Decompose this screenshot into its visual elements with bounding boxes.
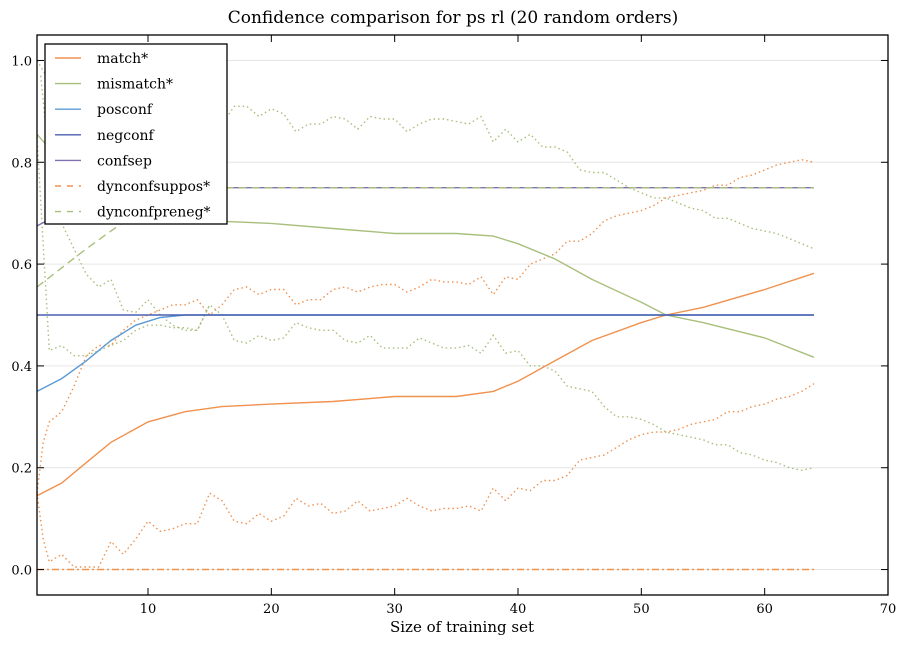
bands xyxy=(36,60,815,568)
x-axis-label: Size of training set xyxy=(390,618,534,636)
series-line-match xyxy=(36,272,815,497)
chart-title: Confidence comparison for ps rl (20 rand… xyxy=(228,8,679,28)
legend-label: mismatch* xyxy=(97,77,173,93)
x-tick-label: 20 xyxy=(263,602,280,617)
x-tick-label: 10 xyxy=(140,602,157,617)
legend-label: dynconfpreneg* xyxy=(97,205,211,221)
series-line-posconf xyxy=(36,314,814,393)
legend-label: confsep xyxy=(97,153,152,169)
band-line xyxy=(40,75,211,331)
x-tick-label: 50 xyxy=(633,602,650,617)
x-tick-label: 70 xyxy=(880,602,897,617)
y-tick-label: 0.8 xyxy=(11,156,32,171)
band-line xyxy=(36,158,815,494)
y-tick-label: 1.0 xyxy=(11,54,32,69)
y-tick-label: 0.2 xyxy=(11,462,32,477)
band-line xyxy=(36,136,815,472)
legend-box xyxy=(44,43,228,225)
x-tick-label: 60 xyxy=(756,602,773,617)
legend: match* mismatch* posconf negconf confsep dync… xyxy=(44,43,228,225)
y-tick-label: 0.0 xyxy=(11,564,32,579)
legend-label: posconf xyxy=(97,102,154,118)
legend-label: dynconfsuppos* xyxy=(97,179,210,195)
x-tick-label: 40 xyxy=(510,602,527,617)
y-tick-label: 0.6 xyxy=(11,258,32,273)
band-line xyxy=(36,60,815,250)
legend-label: match* xyxy=(97,51,148,67)
x-tick-label: 30 xyxy=(386,602,403,617)
plot-frame xyxy=(36,34,889,596)
axis-ticks: 0.0 0.2 0.4 0.6 0.8 1.0 10 20 30 40 50 60 70 xyxy=(11,35,896,617)
y-tick-label: 0.4 xyxy=(11,360,32,375)
legend-label: negconf xyxy=(97,128,156,144)
band-line xyxy=(36,383,815,568)
